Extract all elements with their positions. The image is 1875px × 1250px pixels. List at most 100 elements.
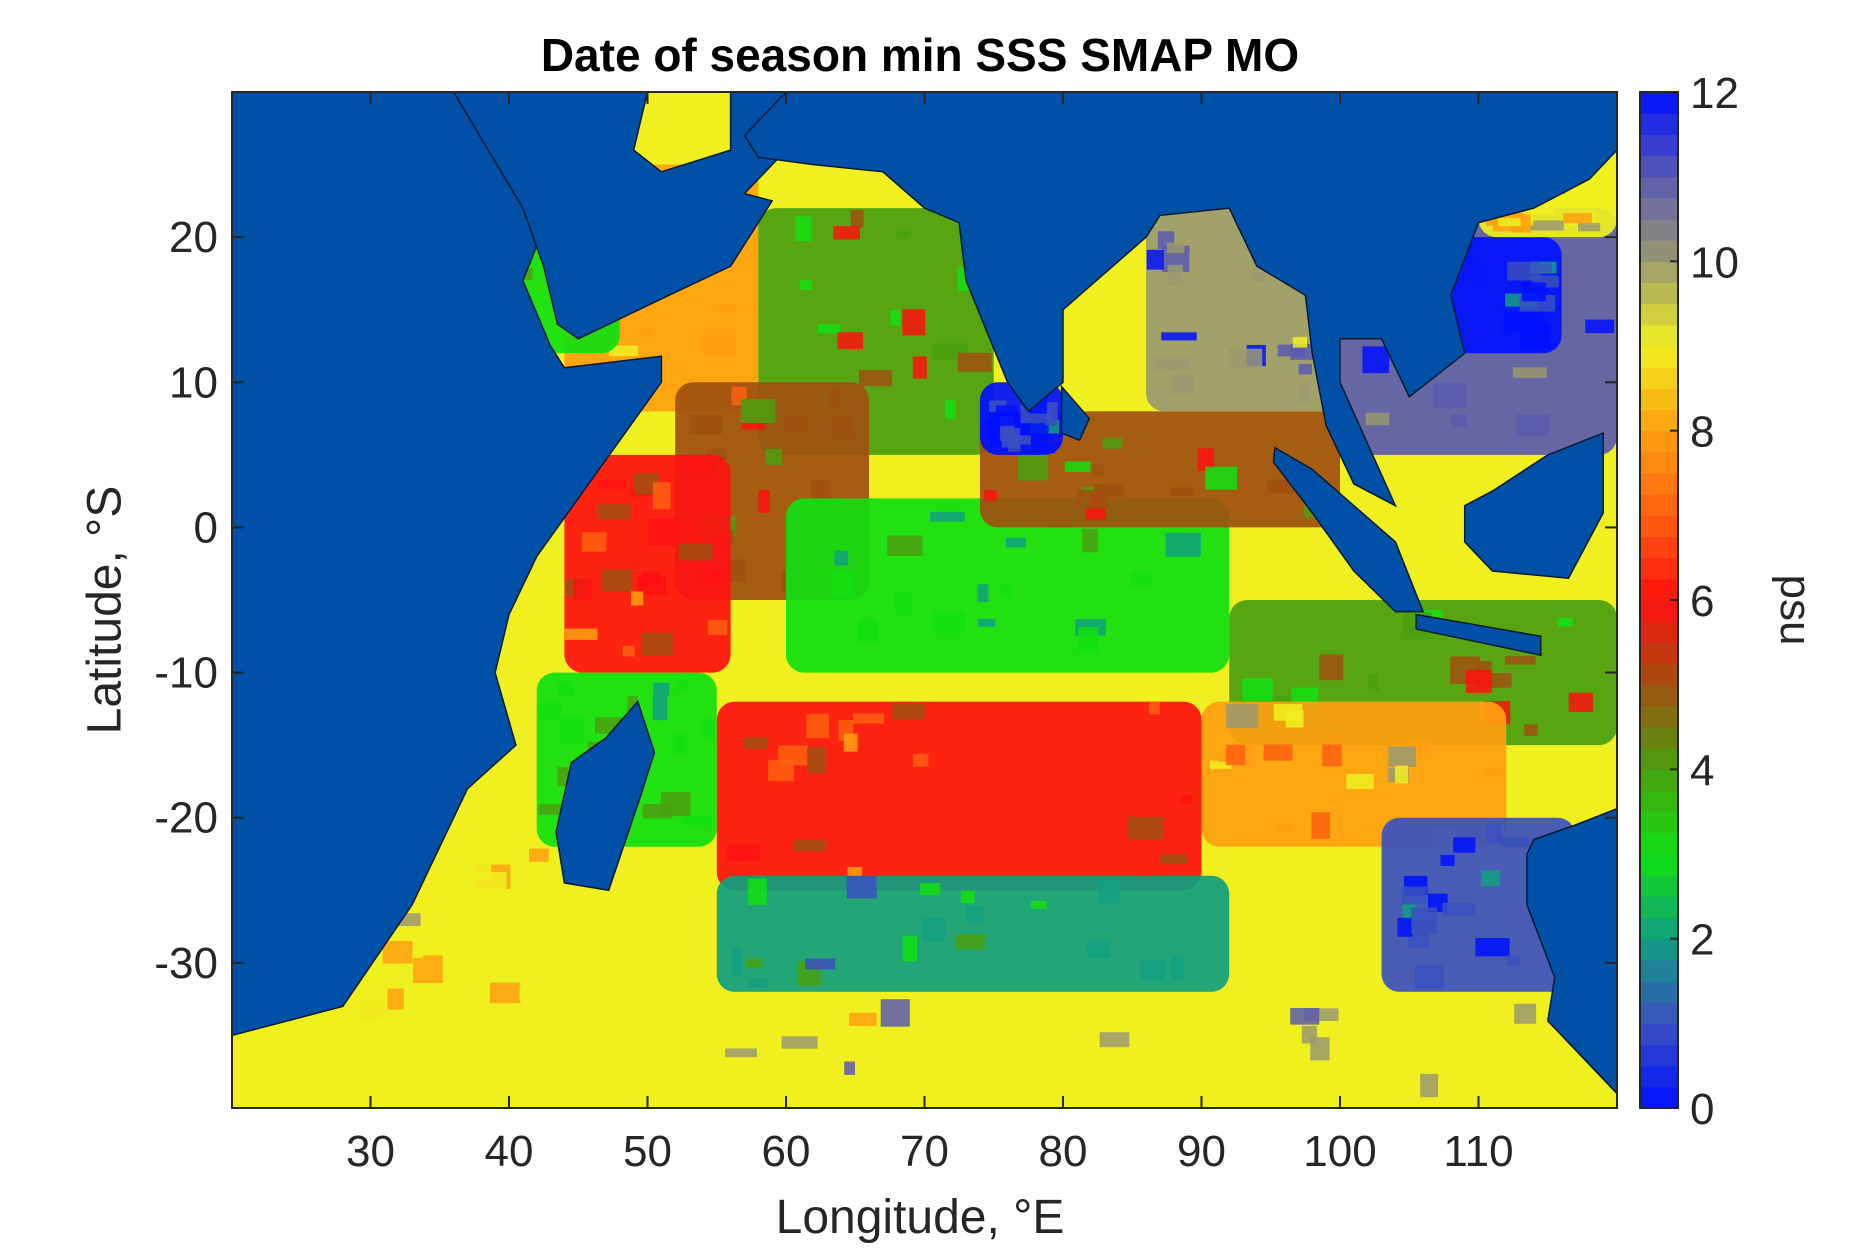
value-speckle	[1311, 812, 1330, 839]
value-speckle	[1563, 213, 1593, 224]
value-speckle	[1160, 854, 1188, 865]
value-speckle	[1451, 414, 1468, 427]
colorbar-segment	[1640, 938, 1678, 961]
value-speckle	[1167, 264, 1183, 286]
chart-title: Date of season min SSS SMAP MO	[540, 29, 1300, 81]
value-speckle	[1516, 414, 1550, 436]
value-speckle	[843, 733, 858, 752]
colorbar-label: psu	[1771, 574, 1820, 646]
colorbar-segment	[1640, 1086, 1678, 1109]
colorbar-segment	[1640, 684, 1678, 707]
value-speckle	[1030, 900, 1047, 910]
value-speckle	[859, 370, 893, 387]
value-region	[232, 991, 1617, 1108]
value-speckle	[725, 1048, 757, 1058]
x-tick-label: 110	[1443, 1127, 1513, 1176]
value-speckle	[1263, 744, 1293, 761]
colorbar-segment	[1640, 494, 1678, 516]
value-speckle	[677, 679, 689, 692]
value-speckle	[1368, 673, 1379, 692]
value-speckle	[902, 309, 926, 336]
value-speckle	[640, 632, 673, 656]
value-speckle	[1140, 959, 1166, 980]
value-speckle	[837, 332, 864, 350]
value-speckle	[633, 473, 659, 495]
value-speckle	[807, 747, 826, 774]
colorbar-segment	[1640, 515, 1678, 538]
value-speckle	[1148, 701, 1160, 715]
x-tick-label: 60	[762, 1127, 811, 1176]
value-speckle	[1585, 319, 1615, 334]
colorbar-segment	[1640, 197, 1678, 220]
value-region	[716, 875, 1230, 992]
value-speckle	[880, 999, 910, 1027]
value-speckle	[1524, 724, 1538, 737]
value-speckle	[641, 571, 660, 585]
colorbar-segment	[1640, 219, 1678, 241]
value-speckle	[1505, 656, 1536, 665]
y-tick-label: -20	[154, 794, 218, 843]
value-speckle	[1557, 617, 1573, 627]
value-speckle	[382, 941, 413, 964]
value-speckle	[652, 482, 671, 510]
value-speckle	[1319, 654, 1344, 681]
colorbar-segment	[1640, 451, 1678, 474]
value-speckle	[1433, 382, 1467, 408]
value-speckle	[1322, 744, 1342, 767]
value-speckle	[1273, 704, 1303, 721]
colorbar-segment	[1640, 388, 1678, 411]
land-africa-arabia	[232, 92, 663, 1037]
value-speckle	[1020, 444, 1055, 454]
value-region	[716, 701, 1202, 891]
value-speckle	[890, 310, 901, 326]
value-speckle	[849, 1012, 877, 1026]
value-speckle	[1205, 466, 1238, 490]
colorbar-segment	[1640, 303, 1678, 326]
value-speckle	[519, 986, 552, 1001]
colorbar-segment	[1640, 705, 1678, 728]
value-speckle	[966, 906, 984, 924]
value-speckle	[1170, 487, 1193, 496]
value-speckle	[1415, 965, 1444, 989]
colorbar-segment	[1640, 854, 1678, 876]
colorbar-segment	[1640, 134, 1678, 157]
value-speckle	[747, 878, 767, 905]
y-tick-label: 0	[194, 503, 218, 552]
colorbar-segment	[1640, 1065, 1678, 1088]
value-speckle	[557, 767, 569, 787]
value-speckle	[1078, 626, 1099, 653]
value-speckle	[608, 345, 639, 357]
colorbar-tick-label: 0	[1690, 1085, 1714, 1134]
value-speckle	[1228, 348, 1263, 368]
value-speckle	[1401, 886, 1427, 905]
value-speckle	[539, 702, 562, 720]
value-speckle	[1310, 1037, 1330, 1061]
value-speckle	[817, 324, 841, 334]
value-speckle	[1498, 217, 1521, 227]
value-speckle	[387, 988, 404, 1010]
value-speckle	[1346, 773, 1374, 790]
value-speckle	[749, 978, 768, 988]
colorbar: 0 2 4 6 8 10 12	[1639, 69, 1739, 1134]
colorbar-segment	[1640, 600, 1678, 622]
colorbar-segment	[1640, 92, 1678, 114]
value-speckle	[1082, 528, 1099, 553]
value-speckle	[919, 883, 941, 895]
colorbar-segment	[1640, 176, 1678, 199]
value-speckle	[955, 934, 986, 950]
value-speckle	[844, 1061, 855, 1075]
value-speckle	[1225, 744, 1246, 766]
value-speckle	[1155, 357, 1191, 371]
colorbar-segment	[1640, 240, 1678, 262]
colorbar-tick-label: 12	[1690, 69, 1739, 118]
value-speckle	[945, 400, 956, 420]
land-australia	[1526, 807, 1617, 1095]
value-speckle	[1291, 1050, 1308, 1062]
value-speckle	[653, 682, 670, 696]
y-axis-label: Latitude, °S	[78, 485, 132, 735]
value-speckle	[1087, 939, 1111, 958]
colorbar-segment	[1640, 896, 1678, 919]
colorbar-segment	[1640, 261, 1678, 284]
value-speckle	[806, 713, 829, 739]
value-speckle	[457, 852, 492, 880]
